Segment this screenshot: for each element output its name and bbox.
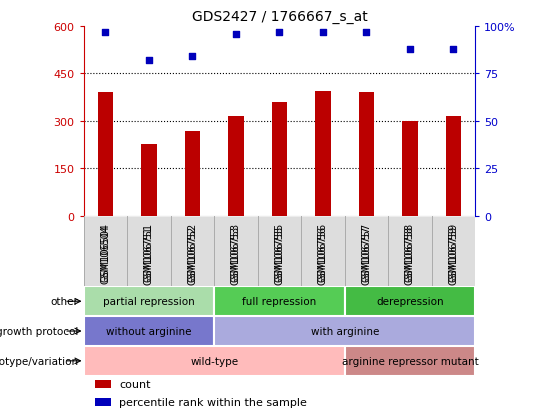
Text: GSM106758: GSM106758 [405, 222, 415, 281]
Text: GSM106753: GSM106753 [231, 225, 241, 284]
Bar [431, 216, 475, 287]
Text: without arginine: without arginine [106, 326, 192, 336]
Text: GSM106756: GSM106756 [318, 225, 328, 284]
Bar [272, 103, 287, 216]
Bar [185, 132, 200, 216]
Point [406, 46, 414, 53]
Text: count: count [119, 379, 151, 389]
Bar [214, 316, 475, 346]
Bar [345, 216, 388, 287]
Bar [388, 216, 431, 287]
Text: other: other [50, 297, 78, 306]
Bar [446, 117, 461, 216]
Text: GSM106504: GSM106504 [100, 222, 111, 281]
Text: growth protocol: growth protocol [0, 326, 78, 336]
Text: genotype/variation: genotype/variation [0, 356, 78, 366]
Text: arginine repressor mutant: arginine repressor mutant [342, 356, 478, 366]
Text: GSM106757: GSM106757 [361, 225, 372, 284]
Bar [84, 287, 214, 316]
Text: GSM106759: GSM106759 [448, 225, 458, 284]
Text: GSM106756: GSM106756 [318, 222, 328, 281]
Point [101, 29, 110, 36]
Point [188, 54, 197, 60]
Point [145, 58, 153, 64]
Text: GSM106755: GSM106755 [274, 222, 285, 281]
Bar [402, 121, 417, 216]
Bar [84, 316, 214, 346]
Text: GSM106753: GSM106753 [231, 222, 241, 281]
Point [275, 29, 284, 36]
Point [449, 46, 458, 53]
Bar [98, 93, 113, 216]
Bar [315, 92, 330, 216]
Text: GSM106757: GSM106757 [361, 222, 372, 281]
Text: partial repression: partial repression [103, 297, 195, 306]
Bar [359, 93, 374, 216]
Text: GSM106751: GSM106751 [144, 222, 154, 281]
Bar [228, 117, 244, 216]
Bar [345, 346, 475, 376]
Text: GSM106752: GSM106752 [187, 225, 198, 284]
Bar [214, 216, 258, 287]
Text: percentile rank within the sample: percentile rank within the sample [119, 397, 307, 407]
Point [362, 29, 371, 36]
Bar [84, 346, 345, 376]
Text: GSM106752: GSM106752 [187, 222, 198, 281]
Text: GSM106504: GSM106504 [100, 225, 111, 284]
Text: GSM106758: GSM106758 [405, 225, 415, 284]
Text: GSM106755: GSM106755 [274, 225, 285, 284]
Point [319, 29, 327, 36]
Bar [345, 287, 475, 316]
Bar [171, 216, 214, 287]
Title: GDS2427 / 1766667_s_at: GDS2427 / 1766667_s_at [192, 10, 367, 24]
Bar [96, 398, 111, 406]
Text: derepression: derepression [376, 297, 444, 306]
Text: GSM106759: GSM106759 [448, 222, 458, 281]
Text: wild-type: wild-type [190, 356, 238, 366]
Bar [84, 216, 127, 287]
Bar [127, 216, 171, 287]
Bar [214, 287, 345, 316]
Point [232, 31, 240, 38]
Bar [141, 145, 157, 216]
Bar [96, 380, 111, 388]
Text: with arginine: with arginine [310, 326, 379, 336]
Bar [301, 216, 345, 287]
Bar [258, 216, 301, 287]
Text: GSM106751: GSM106751 [144, 225, 154, 284]
Text: full repression: full repression [242, 297, 316, 306]
